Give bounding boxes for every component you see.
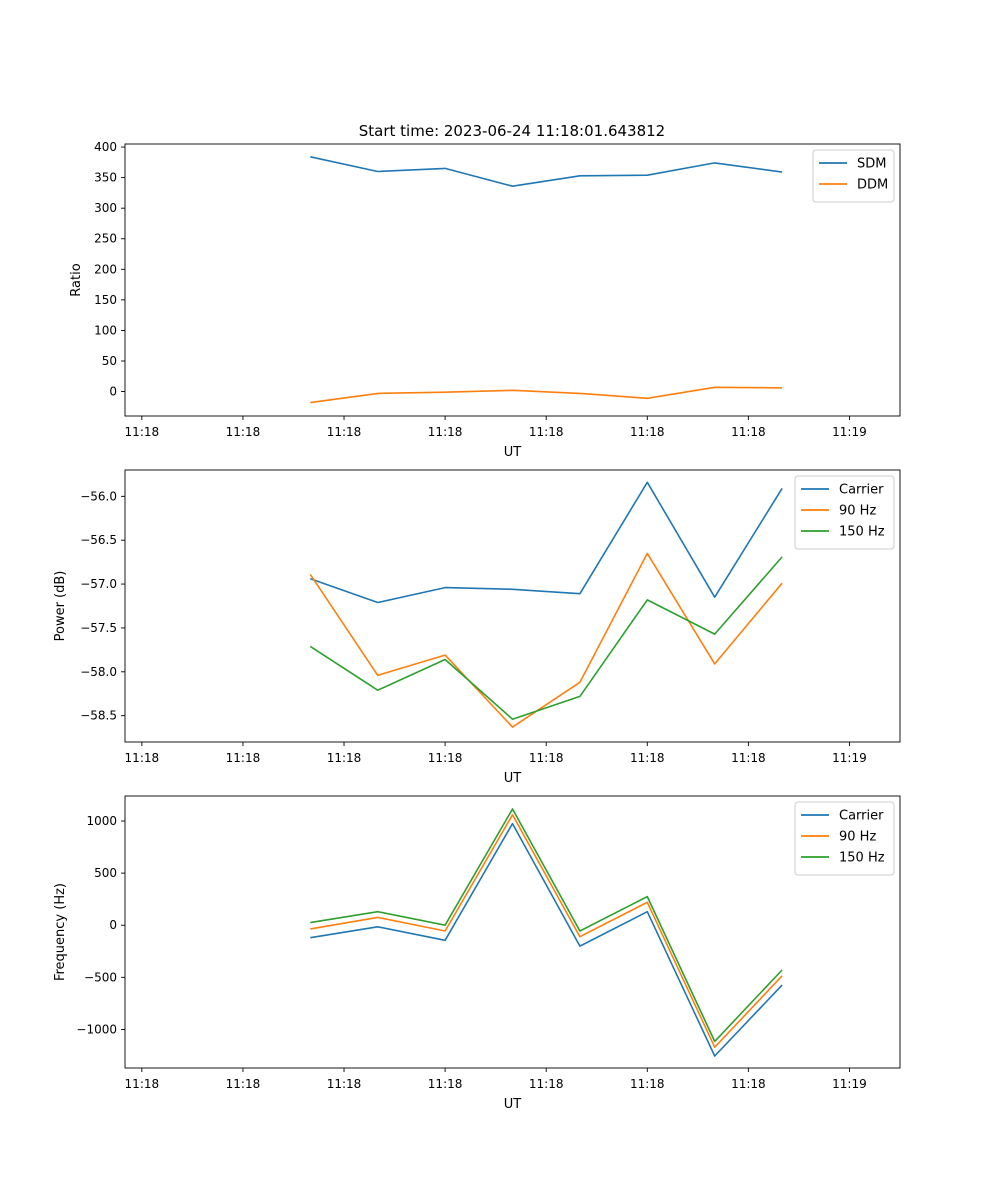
figure-title: Start time: 2023-06-24 11:18:01.643812 <box>359 122 665 140</box>
x-axis-label: UT <box>504 1097 522 1112</box>
y-axis-label: Frequency (Hz) <box>53 883 68 981</box>
plot-frame <box>124 143 901 417</box>
y-tick-label: −57.5 <box>80 621 117 635</box>
x-tick-label: 11:18 <box>226 425 261 439</box>
x-axis-label: UT <box>504 445 522 460</box>
x-tick-label: 11:18 <box>731 1077 766 1091</box>
legend: SDM DDM <box>812 149 895 203</box>
y-tick-label: 0 <box>109 385 117 399</box>
y-tick-label: −56.0 <box>80 489 117 503</box>
y-tick-label: −56.5 <box>80 533 117 547</box>
x-tick-label: 11:18 <box>125 751 160 765</box>
x-tick-label: 11:18 <box>327 425 362 439</box>
x-tick-label: 11:18 <box>529 425 564 439</box>
chart-panel-2: 11:18 11:18 11:18 11:18 11:18 11:18 11:18 11:19… <box>53 469 901 786</box>
y-tick-label: −1000 <box>76 1022 117 1036</box>
x-tick-label: 11:18 <box>630 1077 665 1091</box>
y-tick-label: 150 <box>94 293 117 307</box>
y-tick-label: 500 <box>94 866 117 880</box>
x-tick-label: 11:18 <box>327 1077 362 1091</box>
y-tick-label: −57.0 <box>80 577 117 591</box>
y-tick-label: 400 <box>94 140 117 154</box>
legend-entry: Carrier <box>839 483 884 498</box>
y-tick-label: −58.0 <box>80 665 117 679</box>
y-tick-label: 300 <box>94 201 117 215</box>
y-tick-label: 50 <box>102 354 117 368</box>
y-axis-label: Ratio <box>69 263 84 296</box>
legend: Carrier 90 Hz 150 Hz <box>794 475 895 550</box>
series-line-150-hz <box>310 808 783 1043</box>
x-tick-label: 11:18 <box>125 425 160 439</box>
y-tick-label: 0 <box>109 918 117 932</box>
series-line-90-hz <box>310 813 783 1048</box>
legend-entry: 90 Hz <box>839 504 876 519</box>
x-tick-label: 11:18 <box>630 751 665 765</box>
x-tick-label: 11:18 <box>428 425 463 439</box>
x-tick-label: 11:18 <box>630 425 665 439</box>
plot-frame <box>124 469 901 743</box>
x-tick-label: 11:18 <box>529 1077 564 1091</box>
chart-panel-1: 11:18 11:18 11:18 11:18 11:18 11:18 11:18 11:19… <box>69 140 901 460</box>
y-tick-label: −500 <box>84 970 117 984</box>
legend-entry: 90 Hz <box>839 830 876 845</box>
x-tick-label: 11:18 <box>428 751 463 765</box>
x-tick-label: 11:19 <box>832 425 867 439</box>
y-tick-label: 1000 <box>86 814 117 828</box>
y-tick-label: −58.5 <box>80 709 117 723</box>
series-line-150-hz <box>309 556 783 721</box>
y-tick-label: 250 <box>94 232 117 246</box>
x-tick-label: 11:18 <box>731 751 766 765</box>
legend-entry: 150 Hz <box>839 525 885 540</box>
series-line-carrier <box>310 822 783 1057</box>
plot-frame <box>124 795 901 1069</box>
chart-panel-3: 11:18 11:18 11:18 11:18 11:18 11:18 11:18 11:19… <box>53 795 901 1112</box>
x-tick-label: 11:18 <box>529 751 564 765</box>
y-tick-label: 100 <box>94 323 117 337</box>
x-tick-label: 11:18 <box>428 1077 463 1091</box>
x-tick-label: 11:18 <box>731 425 766 439</box>
series-line-carrier <box>310 481 783 604</box>
x-tick-label: 11:19 <box>832 751 867 765</box>
y-tick-label: 350 <box>94 171 117 185</box>
legend-entry: Carrier <box>839 809 884 824</box>
series-line-90-hz <box>309 552 783 728</box>
x-tick-label: 11:18 <box>226 1077 261 1091</box>
x-tick-label: 11:18 <box>125 1077 160 1091</box>
x-tick-label: 11:18 <box>327 751 362 765</box>
y-tick-label: 200 <box>94 262 117 276</box>
y-axis-label: Power (dB) <box>53 571 68 642</box>
x-axis-label: UT <box>504 771 522 786</box>
x-tick-label: 11:18 <box>226 751 261 765</box>
series-line-ddm <box>310 386 783 404</box>
series-line-sdm <box>310 156 783 187</box>
legend-entry: 150 Hz <box>839 851 885 866</box>
legend-entry: SDM <box>857 157 886 172</box>
legend: Carrier 90 Hz 150 Hz <box>794 801 895 876</box>
legend-entry: DDM <box>857 178 888 193</box>
x-tick-label: 11:19 <box>832 1077 867 1091</box>
